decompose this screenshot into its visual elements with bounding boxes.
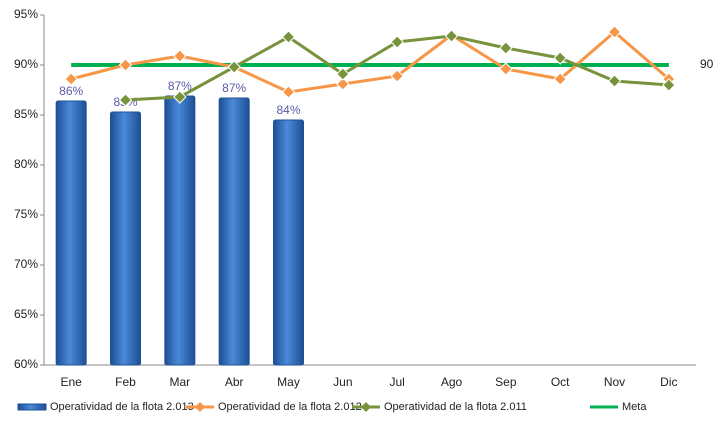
legend-marker xyxy=(361,402,371,412)
marker xyxy=(336,77,350,91)
bar xyxy=(218,97,250,366)
legend-label: Operatividad de la flota 2.013 xyxy=(50,401,194,413)
x-tick-label: Nov xyxy=(604,375,625,389)
x-tick-label: Oct xyxy=(551,375,570,389)
data-label: 87% xyxy=(222,81,246,95)
x-tick-label: Abr xyxy=(225,375,244,389)
line xyxy=(70,30,670,94)
marker xyxy=(553,72,567,86)
marker xyxy=(173,90,187,104)
x-tick-label: Sep xyxy=(495,375,517,389)
marker xyxy=(281,85,296,99)
x-tick-label: Ene xyxy=(60,375,82,389)
bar xyxy=(110,111,141,366)
y-tick-label: 85% xyxy=(14,107,38,121)
marker xyxy=(444,29,459,43)
marker xyxy=(281,30,296,44)
legend-swatch xyxy=(17,403,47,411)
x-tick-label: Jun xyxy=(333,375,352,389)
marker xyxy=(118,58,133,72)
y-tick-label: 80% xyxy=(14,157,38,171)
legend-marker xyxy=(195,402,205,412)
y-tick-label: 65% xyxy=(14,307,38,321)
x-tick-label: Feb xyxy=(115,375,136,389)
y-tick-label: 95% xyxy=(14,7,38,21)
bar xyxy=(55,100,87,366)
data-label: 87% xyxy=(168,79,192,93)
marker xyxy=(227,60,241,74)
x-tick-label: Mar xyxy=(169,375,190,389)
legend-label: Operatividad de la flota 2.012 xyxy=(218,401,362,413)
bar xyxy=(273,119,304,366)
marker xyxy=(390,35,404,49)
y-tick-label: 70% xyxy=(14,257,38,271)
bar xyxy=(164,95,196,366)
x-tick-label: Dic xyxy=(660,375,677,389)
data-label: 84% xyxy=(276,103,300,117)
marker xyxy=(607,74,622,88)
data-label: 86% xyxy=(59,84,83,98)
y-tick-label: 75% xyxy=(14,207,38,221)
x-tick-label: Jul xyxy=(389,375,404,389)
x-tick-label: May xyxy=(277,375,300,389)
marker xyxy=(662,78,676,92)
legend-label: Meta xyxy=(622,401,647,413)
marker xyxy=(64,72,78,86)
marker xyxy=(499,41,513,55)
marker xyxy=(336,67,350,81)
data-label: 90% xyxy=(700,57,713,71)
marker xyxy=(173,49,187,63)
x-tick-label: Ago xyxy=(441,375,463,389)
marker xyxy=(499,62,513,76)
marker xyxy=(553,51,567,65)
y-tick-label: 90% xyxy=(14,57,38,71)
marker xyxy=(118,93,133,107)
y-tick-label: 60% xyxy=(14,357,38,371)
marker xyxy=(607,25,622,39)
marker xyxy=(390,69,404,83)
legend-label: Operatividad de la flota 2.011 xyxy=(384,401,527,413)
